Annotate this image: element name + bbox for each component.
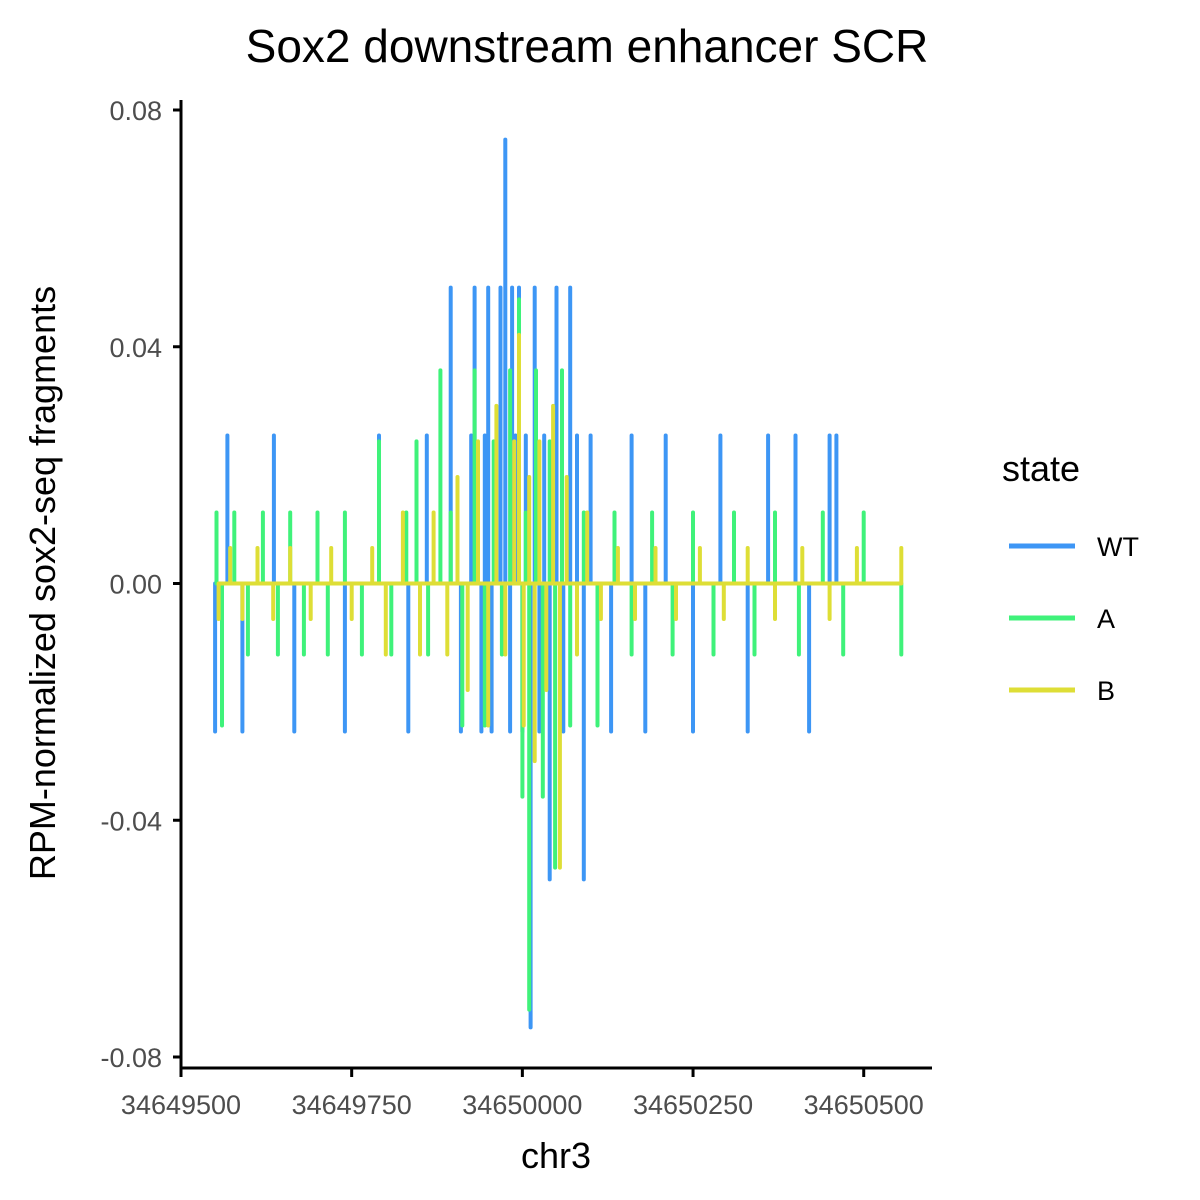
y-tick-label: 0.00 [109,570,162,600]
y-tick-label: -0.04 [100,806,162,836]
x-axis-title: chr3 [521,1135,591,1176]
legend-label-a: A [1097,604,1115,634]
chart-title: Sox2 downstream enhancer SCR [246,20,929,72]
x-tick-label: 34650250 [633,1090,753,1120]
legend: state WT A B [1002,448,1139,706]
legend-items: WT A B [1009,532,1139,706]
y-tick-label: 0.04 [109,333,162,363]
legend-label-b: B [1097,676,1115,706]
y-ticks: 0.08 0.04 0.00 -0.04 -0.08 [100,96,181,1073]
series-line-b [216,332,904,870]
series-line-a [214,297,904,1012]
legend-label-wt: WT [1097,532,1139,562]
x-tick-label: 34649500 [121,1090,241,1120]
y-tick-label: -0.08 [100,1043,162,1073]
x-ticks: 34649500 34649750 34650000 34650250 34650500 [121,1068,924,1120]
series-layer [213,137,904,1030]
x-tick-label: 34650500 [804,1090,924,1120]
legend-title: state [1002,448,1080,489]
y-tick-label: 0.08 [109,96,162,126]
x-tick-label: 34650000 [462,1090,582,1120]
y-axis-title: RPM-normalized sox2-seq fragments [22,286,63,880]
x-tick-label: 34649750 [292,1090,412,1120]
